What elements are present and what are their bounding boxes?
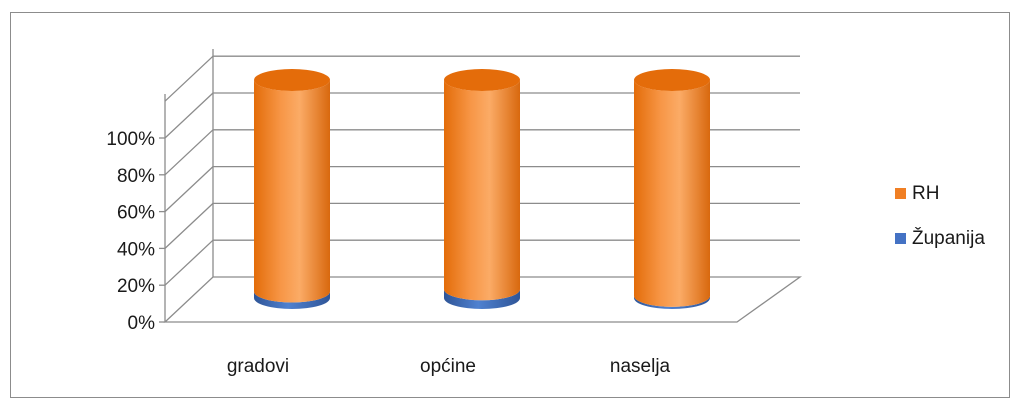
- gridline-side: [164, 239, 214, 286]
- chart-frame: [10, 12, 1010, 398]
- y-tick-label: 60%: [117, 203, 155, 224]
- bars: [254, 69, 710, 309]
- y-tick-label: 0%: [128, 313, 156, 334]
- y-axis: 0% 20% 40% 60% 80% 100%: [106, 129, 165, 334]
- floor: [163, 276, 803, 323]
- legend-swatch-zupanija: [895, 233, 906, 244]
- y-tick-label: 40%: [117, 239, 155, 260]
- legend-label-rh: RH: [912, 183, 939, 204]
- legend-swatch-rh: [895, 188, 906, 199]
- bar-cap-gradovi: [254, 69, 330, 91]
- bar-rh-općine: [444, 80, 520, 301]
- y-tick-label: 20%: [117, 276, 155, 297]
- x-axis-labels: gradovi općine naselja: [227, 356, 671, 377]
- y-tick-label: 80%: [117, 166, 155, 187]
- bar-rh-gradovi: [254, 80, 330, 303]
- gridline-side: [164, 166, 214, 213]
- gridline-side: [164, 202, 214, 249]
- bar-zupanija-gradovi: [254, 291, 330, 309]
- bar-zupanija-naselja: [634, 295, 710, 309]
- x-tick-label: općine: [420, 356, 476, 377]
- x-tick-label: gradovi: [227, 356, 289, 377]
- bar-zupanija-općine: [444, 289, 520, 309]
- gridline-side: [164, 55, 214, 102]
- y-tick-label: 100%: [106, 129, 155, 150]
- bar-rh-naselja: [634, 80, 710, 307]
- x-tick-label: naselja: [610, 356, 671, 377]
- gridline-side: [164, 92, 214, 139]
- bar-cap-općine: [444, 69, 520, 91]
- legend-label-zupanija: Županija: [912, 227, 985, 249]
- gridline-side: [164, 129, 214, 176]
- legend: RH Županija: [895, 183, 985, 249]
- bar-cap-naselja: [634, 69, 710, 91]
